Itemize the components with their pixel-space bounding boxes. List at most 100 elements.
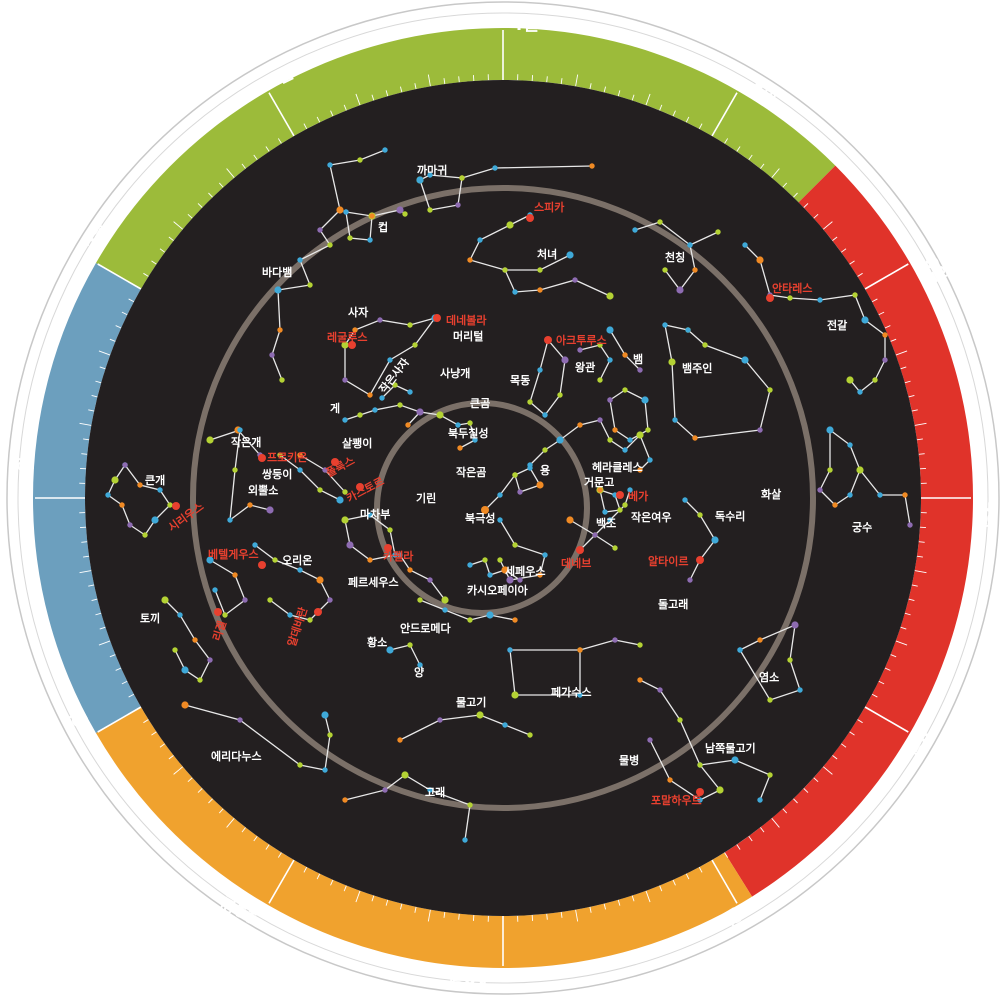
constellation-label[interactable]: 북두칠성	[448, 426, 488, 440]
ring-tick	[303, 866, 308, 873]
constellation-label[interactable]: 바다뱀	[262, 265, 292, 279]
constellation-label[interactable]: 큰개	[145, 473, 165, 487]
constellation-label[interactable]: 백조	[596, 516, 616, 530]
star-label[interactable]: 카펠라	[383, 549, 414, 563]
constellation-label[interactable]: 황소	[367, 635, 387, 649]
constellation-label[interactable]: 페가수스	[551, 685, 591, 699]
constellation-label[interactable]: 작은개	[231, 435, 261, 449]
star-dot	[377, 317, 383, 323]
ring-segment-autumn[interactable]	[95, 707, 753, 969]
star-dot	[607, 517, 613, 523]
constellation-label[interactable]: 까마귀	[417, 163, 447, 177]
constellation-label[interactable]: 오리온	[282, 553, 312, 567]
star-label[interactable]: 베가	[628, 489, 648, 503]
ring-tick	[79, 422, 92, 426]
star-label[interactable]: 레굴루스	[327, 330, 367, 344]
constellation-label[interactable]: 쌍둥이	[262, 467, 292, 481]
star-dot	[492, 165, 498, 171]
ring-tick	[159, 743, 166, 748]
ring-tick	[443, 911, 446, 918]
constellation-label[interactable]: 화살	[761, 487, 781, 501]
ring-segment-summer[interactable]	[724, 165, 973, 897]
constellation-label[interactable]: 안드로메다	[400, 621, 451, 635]
star-dot	[512, 289, 518, 295]
star-label[interactable]: 알타이르	[648, 554, 688, 568]
constellation-label[interactable]: 독수리	[715, 509, 745, 523]
constellation-label[interactable]: 뱀주인	[682, 361, 712, 375]
constellation-label[interactable]: 작은여우	[631, 510, 671, 524]
constellation-label[interactable]: 용	[540, 464, 550, 477]
ring-tick	[159, 248, 166, 253]
star-dot	[157, 487, 163, 493]
constellation-label[interactable]: 헤라클레스	[592, 460, 643, 474]
star-dot	[662, 267, 668, 273]
month-ring-ticks	[35, 30, 971, 966]
star-dot	[416, 408, 424, 416]
constellation-label[interactable]: 살쾡이	[342, 436, 372, 450]
star-label[interactable]: 리겔	[209, 619, 229, 643]
constellation-label[interactable]: 전갈	[827, 318, 847, 332]
ring-tick	[143, 272, 149, 277]
constellation-label[interactable]: 외뿔소	[248, 483, 278, 497]
star-label[interactable]: 데네볼라	[446, 313, 487, 327]
constellation-label[interactable]: 사자	[348, 305, 369, 319]
star-label[interactable]: 안타레스	[772, 281, 812, 295]
constellation-label[interactable]: 거문고	[584, 475, 614, 489]
constellation-label[interactable]: 처녀	[537, 247, 557, 261]
constellation-label[interactable]: 물병	[619, 753, 639, 767]
constellation-label[interactable]: 양	[414, 665, 424, 679]
star-label[interactable]: 베텔게우스	[208, 547, 259, 561]
constellation-label[interactable]: 뱀	[633, 352, 643, 366]
constellation-label[interactable]: 게	[330, 401, 340, 415]
ring-tick	[759, 163, 765, 169]
sky-disc	[85, 80, 921, 916]
month-label[interactable]: 4월	[511, 15, 538, 35]
constellation-label[interactable]: 목동	[510, 374, 530, 387]
ring-segment-winter[interactable]	[32, 263, 142, 733]
bright-star-dot	[696, 788, 704, 796]
constellation-label[interactable]: 돌고래	[658, 597, 688, 611]
month-label[interactable]: 7월	[973, 501, 993, 528]
bright-star-dot	[258, 454, 266, 462]
constellation-label[interactable]: 왕관	[575, 360, 595, 374]
ring-tick	[99, 626, 106, 630]
star-label[interactable]: 데네브	[561, 556, 591, 570]
ring-segment-spring[interactable]	[95, 28, 836, 289]
month-ring[interactable]	[32, 28, 973, 969]
constellation-label[interactable]: 큰곰	[470, 397, 490, 410]
constellation-label[interactable]: 궁수	[852, 521, 872, 534]
star-label[interactable]: 포말하우트	[651, 793, 702, 807]
constellation-label[interactable]: 기린	[416, 491, 436, 505]
star-label[interactable]: 스피카	[534, 200, 564, 214]
constellation-label[interactable]: 세페우스	[505, 564, 545, 578]
ring-tick	[911, 409, 918, 412]
constellation-label[interactable]: 컵	[378, 221, 388, 234]
star-dot	[405, 422, 411, 428]
bright-star-dot	[356, 483, 364, 491]
constellation-label[interactable]: 천칭	[665, 250, 685, 264]
constellation-label[interactable]: 작은곰	[456, 465, 486, 479]
star-dot	[672, 417, 678, 423]
constellation-label[interactable]: 머리털	[453, 329, 483, 343]
constellation-label[interactable]: 고래	[425, 785, 445, 799]
line-perseus	[399, 554, 446, 601]
constellation-label[interactable]: 사냥개	[440, 366, 470, 380]
star-dot	[902, 492, 908, 498]
constellation-label[interactable]: 토끼	[140, 611, 160, 625]
star-dot	[497, 557, 503, 563]
month-label[interactable]: 10월	[448, 967, 487, 987]
star-dot	[617, 507, 623, 513]
constellation-label[interactable]: 남쪽물고기	[705, 741, 756, 755]
month-label[interactable]: 1월	[17, 456, 37, 483]
constellation-label[interactable]: 카시오페이아	[467, 583, 529, 597]
constellation-label[interactable]: 물고기	[456, 695, 486, 709]
star-label[interactable]: 프로키온	[267, 450, 307, 464]
constellation-label[interactable]: 마차부	[360, 507, 390, 521]
line-aquarius	[639, 679, 722, 801]
constellation-label[interactable]: 페르세우스	[348, 575, 399, 589]
constellation-label[interactable]: 에리다누스	[211, 749, 262, 763]
star-label[interactable]: 아크투루스	[556, 333, 607, 347]
ring-tick	[208, 798, 213, 804]
constellation-label[interactable]: 염소	[759, 671, 779, 684]
constellation-label[interactable]: 북극성	[465, 511, 495, 525]
